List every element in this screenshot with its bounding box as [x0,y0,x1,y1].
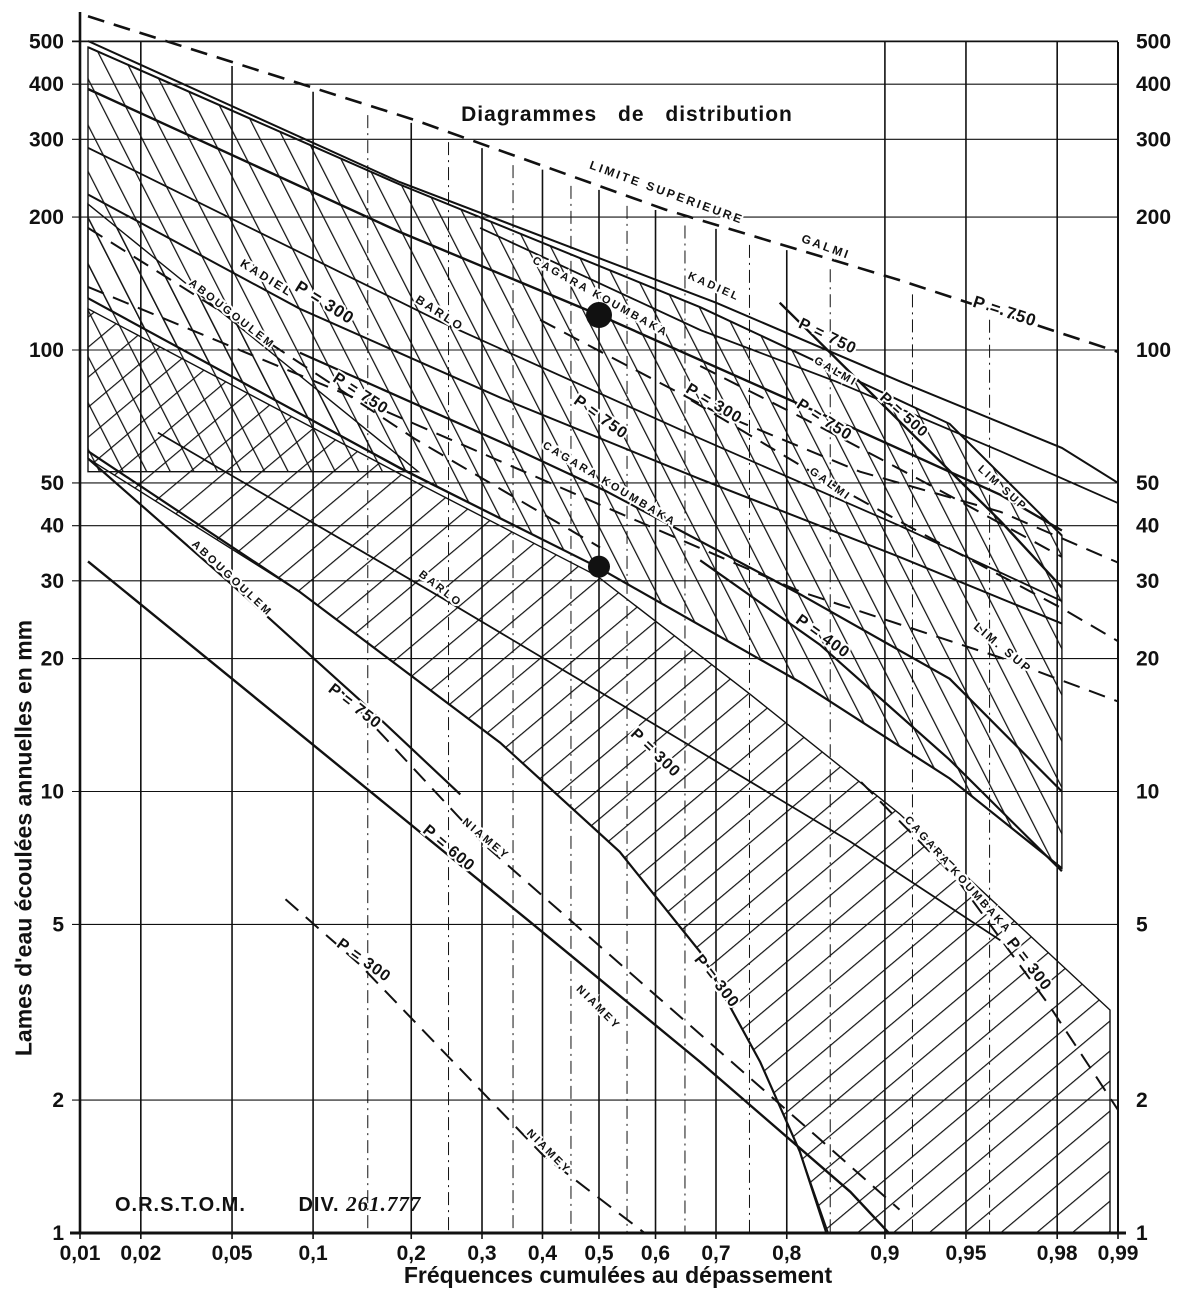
observed-point-upper [586,302,612,329]
y-tick-label-right: 300 [1136,128,1171,151]
y-tick-label-left: 1 [52,1222,64,1245]
curve-label: P = 300 [333,935,393,985]
x-tick-label: 0,5 [584,1242,614,1265]
curve-cagara-koumbaka-p750 [87,87,1063,532]
y-tick-label-right: 20 [1136,648,1159,671]
x-tick-label: 0,2 [397,1242,426,1265]
x-axis-title: Fréquences cumulées au dépassement [403,1262,833,1288]
curve-p400-line [699,559,1063,872]
curve-limite-sup-lower-p750 [87,285,1118,703]
x-tick-label: 0,1 [298,1242,328,1265]
curve-cagara-koumbaka-lower [299,351,1063,793]
y-tick-label-right: 200 [1136,206,1171,229]
x-tick-label: 0,01 [60,1242,101,1265]
observed-points [586,302,612,578]
y-tick-label-left: 400 [29,73,64,96]
curve-label: NIAMEY [524,1127,573,1176]
curve-niamey-p600 [87,560,890,1233]
y-tick-label-left: 5 [52,913,64,936]
credit-org: O.R.S.T.O.M. [115,1194,246,1216]
observed-point-lower [588,555,610,578]
curve-galmi-mid [479,227,1118,504]
curve-label: P = 750 [325,681,385,733]
x-tick-label: 0,4 [528,1242,558,1265]
x-tick-label: 0,02 [120,1242,161,1265]
curves [87,15,1118,1233]
curve-niamey-p300-dashed [284,898,646,1233]
curve-p750-right-dashed [699,365,1063,558]
x-tick-label: 0,9 [870,1242,899,1265]
y-tick-label-left: 500 [29,30,64,53]
x-tick-label: 0,98 [1037,1242,1078,1265]
x-tick-label: 0,8 [772,1242,802,1265]
y-tick-label-left: 100 [29,339,64,362]
credit-division-label: DIV. [298,1194,340,1216]
curve-niamey-dashed [339,689,901,1211]
curve-barlo-lower [157,431,1001,942]
curve-label: P = 750 [971,292,1039,330]
curve-label: GALMI [800,231,853,262]
curve-kadiel-p300 [87,193,1063,625]
chart-title: Diagrammes de distribution [461,103,793,126]
curve-kadiel-p750 [87,40,1118,484]
credit-line: O.R.S.T.O.M. DIV. 261.777 [115,1192,421,1217]
y-tick-label-left: 50 [41,472,64,495]
x-tick-label: 0,05 [212,1242,253,1265]
curve-galmi-limite-superieure-p750 [87,15,1118,354]
curve-galmi-limite-sup-2 [690,399,1118,643]
tick-labels: 500 500 400 400 300 300 200 200 100 100 50 50 40 40 30… [29,30,1171,1265]
y-tick-label-left: 200 [29,206,64,229]
curve-abougoulem-lower-boundary [87,457,462,796]
curve-upper-band-top-boundary [87,46,1063,537]
x-tick-label: 0,3 [467,1242,496,1265]
curve-cagara-koumbaka-median [87,297,1063,870]
curve-p300-lower-boundary [87,450,828,1233]
y-tick-label-left: 20 [41,648,64,671]
y-tick-label-right: 30 [1136,570,1159,593]
x-tick-label: 0,99 [1098,1242,1139,1265]
x-tick-label: 0,6 [641,1242,670,1265]
x-tick-label: 0,95 [946,1242,987,1265]
y-axis-title: Lames d'eau écoulées annuelles en mm [10,619,37,1057]
curve-cagara-limite-sup-p300 [539,319,1118,564]
corner-crosshatch [87,202,421,473]
y-tick-label-right: 100 [1136,339,1171,362]
x-tick-label: 0,7 [701,1242,730,1265]
y-tick-label-right: 40 [1136,515,1159,538]
y-tick-label-right: 50 [1136,472,1159,495]
y-tick-label-left: 2 [52,1089,64,1112]
curve-cagara-koumbaka-p300-dashed [860,781,1118,1111]
y-tick-label-left: 300 [29,128,64,151]
y-tick-label-right: 10 [1136,781,1159,804]
y-tick-label-right: 1 [1136,1222,1148,1245]
y-tick-label-left: 10 [41,781,64,804]
y-tick-label-right: 5 [1136,913,1148,936]
y-tick-label-right: 400 [1136,73,1171,96]
curve-galmi-p500 [778,301,1063,589]
y-tick-label-right: 500 [1136,30,1171,53]
credit-division-number: 261.777 [346,1192,422,1216]
curve-abougoulem-upper-dashed [87,227,601,549]
y-tick-label-right: 2 [1136,1089,1148,1112]
y-tick-label-left: 30 [41,570,64,593]
y-tick-label-left: 40 [41,515,64,538]
curve-label: KADIEL [686,270,742,304]
